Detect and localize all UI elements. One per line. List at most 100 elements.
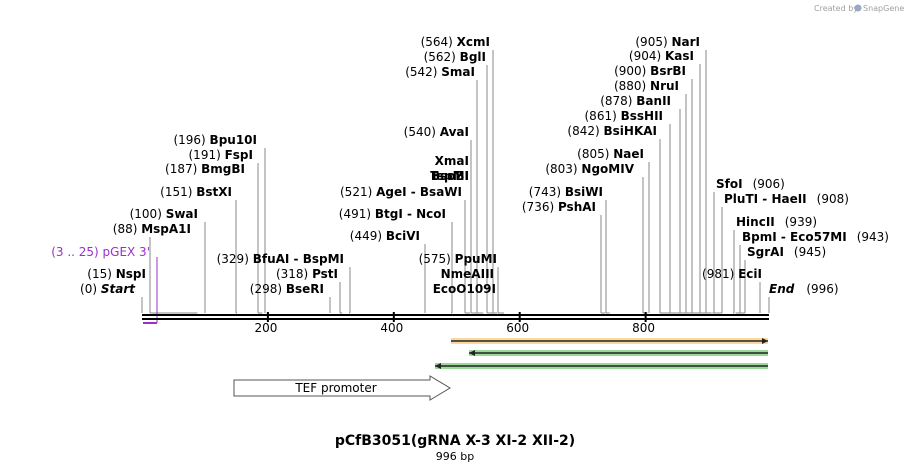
site-label-bcivi[interactable]: (449) BciVI — [350, 229, 420, 243]
site-label-smai[interactable]: (542) SmaI — [405, 65, 475, 79]
site-label-ngomiv[interactable]: (803) NgoMIV — [545, 162, 634, 176]
site-position: (904) — [629, 49, 665, 63]
feature-bar-1[interactable] — [451, 338, 768, 344]
site-label-bpmi-eco57mi[interactable]: BpmI - Eco57MI (943) — [742, 230, 889, 244]
site-label-kasi[interactable]: (904) KasI — [629, 49, 694, 63]
site-position: (329) — [217, 252, 253, 266]
feature-tef-promoter-arrow[interactable] — [233, 375, 451, 401]
site-label-swai[interactable]: (100) SwaI — [130, 207, 198, 221]
site-label-bgli[interactable]: (562) BglI — [424, 50, 486, 64]
end-position: (996) — [806, 282, 838, 296]
site-position: (562) — [424, 50, 460, 64]
site-name: Bpu10I — [210, 133, 257, 147]
site-label-ecii[interactable]: (981) EciI — [702, 267, 762, 281]
site-position: (449) — [350, 229, 386, 243]
site-label-mspa1i[interactable]: (88) MspA1I — [113, 222, 191, 236]
map-title: pCfB3051(gRNA X-3 XI-2 XII-2) — [335, 433, 575, 449]
start-name: Start — [101, 282, 136, 296]
site-name: PshAI — [558, 200, 596, 214]
site-position: (187) — [165, 162, 201, 176]
site-name: BstXI — [196, 185, 232, 199]
site-name: BtgI - NcoI — [375, 207, 446, 221]
site-label-tspmi[interactable]: TspMI — [430, 169, 469, 183]
site-label-nmeaiii[interactable]: NmeAIII — [441, 267, 494, 281]
site-name: SfoI — [716, 177, 743, 191]
site-name: PluTI - HaeII — [724, 192, 807, 206]
site-label-btgi-ncoi[interactable]: (491) BtgI - NcoI — [339, 207, 446, 221]
site-position: (298) — [250, 282, 286, 296]
site-position: (939) — [785, 215, 817, 229]
site-label-bpu10i[interactable]: (196) Bpu10I — [173, 133, 257, 147]
site-position: (803) — [545, 162, 581, 176]
site-name: BssHII — [621, 109, 663, 123]
site-position: (981) — [702, 267, 738, 281]
site-position: (900) — [614, 64, 650, 78]
site-label-pshai[interactable]: (736) PshAI — [522, 200, 596, 214]
site-label-nrui[interactable]: (880) NruI — [614, 79, 679, 93]
site-name: PpuMI — [455, 252, 497, 266]
site-label-fspi[interactable]: (191) FspI — [189, 148, 254, 162]
site-label-agei-bsawi[interactable]: (521) AgeI - BsaWI — [340, 185, 462, 199]
site-name: TspMI — [430, 169, 469, 183]
site-position: (943) — [857, 230, 889, 244]
site-position: (196) — [173, 133, 209, 147]
site-name: BsiWI — [565, 185, 603, 199]
site-name: BseRI — [286, 282, 324, 296]
ruler-tick-label: 400 — [380, 321, 403, 335]
feature-tef-promoter-label: TEF promoter — [294, 381, 376, 395]
site-label-sgrai[interactable]: SgrAI (945) — [747, 245, 826, 259]
site-label-naei[interactable]: (805) NaeI — [577, 147, 644, 161]
site-position: (100) — [130, 207, 166, 221]
site-position: (905) — [635, 35, 671, 49]
site-label-hincii[interactable]: HincII (939) — [736, 215, 817, 229]
site-name: EciI — [738, 267, 762, 281]
primer-bar[interactable] — [143, 322, 157, 324]
site-label-psti[interactable]: (318) PstI — [276, 267, 338, 281]
site-label-bsiwi[interactable]: (743) BsiWI — [529, 185, 603, 199]
site-name: BanII — [636, 94, 671, 108]
feature-bar-2[interactable] — [469, 350, 768, 356]
site-label-bsobi[interactable]: BsoBI — [431, 169, 469, 183]
site-label-bsshii[interactable]: (861) BssHII — [585, 109, 664, 123]
primer-pgex-3[interactable]: (3 .. 25) pGEX 3' — [51, 245, 158, 324]
feature-bar-3[interactable] — [435, 363, 768, 369]
site-position: (15) — [87, 267, 115, 281]
feature-arrowhead — [762, 338, 768, 344]
site-name: AgeI - BsaWI — [376, 185, 462, 199]
watermark-text: Created by — [814, 4, 858, 13]
site-position: (191) — [189, 148, 225, 162]
site-position: (861) — [585, 109, 621, 123]
ruler-tick-label: 200 — [254, 321, 277, 335]
site-label-sfoi[interactable]: SfoI (906) — [716, 177, 785, 191]
site-label-xcmi[interactable]: (564) XcmI — [421, 35, 490, 49]
snapgene-logo-icon — [854, 4, 862, 12]
watermark-brand: SnapGene — [863, 4, 904, 13]
site-label-avai[interactable]: (540) AvaI — [404, 125, 469, 139]
site-label-bmgbi[interactable]: (187) BmgBI — [165, 162, 245, 176]
site-position: (542) — [405, 65, 441, 79]
site-label-bfuai-bspmi[interactable]: (329) BfuAI - BspMI — [217, 252, 344, 266]
feature-arrowhead — [435, 363, 441, 369]
site-position: (906) — [753, 177, 785, 191]
site-label-banii[interactable]: (878) BanII — [600, 94, 671, 108]
site-label-lines — [141, 50, 770, 314]
site-label-nspi[interactable]: (15) NspI — [87, 267, 146, 281]
site-name: EcoO109I — [433, 282, 496, 296]
site-name: BsiHKAI — [604, 124, 658, 138]
site-label-nari[interactable]: (905) NarI — [635, 35, 700, 49]
site-position: (736) — [522, 200, 558, 214]
site-position: (491) — [339, 207, 375, 221]
site-name: NspI — [116, 267, 146, 281]
site-label-xmai[interactable]: XmaI — [435, 154, 469, 168]
site-position: (805) — [577, 147, 613, 161]
site-position: (151) — [160, 185, 196, 199]
site-label-bsrbi[interactable]: (900) BsrBI — [614, 64, 686, 78]
site-position: (318) — [276, 267, 312, 281]
site-label-pluti-haeii[interactable]: PluTI - HaeII (908) — [724, 192, 849, 206]
site-label-bseri[interactable]: (298) BseRI — [250, 282, 324, 296]
backbone — [142, 314, 769, 320]
site-label-bstxi[interactable]: (151) BstXI — [160, 185, 232, 199]
site-label-bsihkai[interactable]: (842) BsiHKAI — [567, 124, 657, 138]
site-label-ppumi[interactable]: (575) PpuMI — [419, 252, 497, 266]
site-label-ecoo109i[interactable]: EcoO109I — [433, 282, 496, 296]
